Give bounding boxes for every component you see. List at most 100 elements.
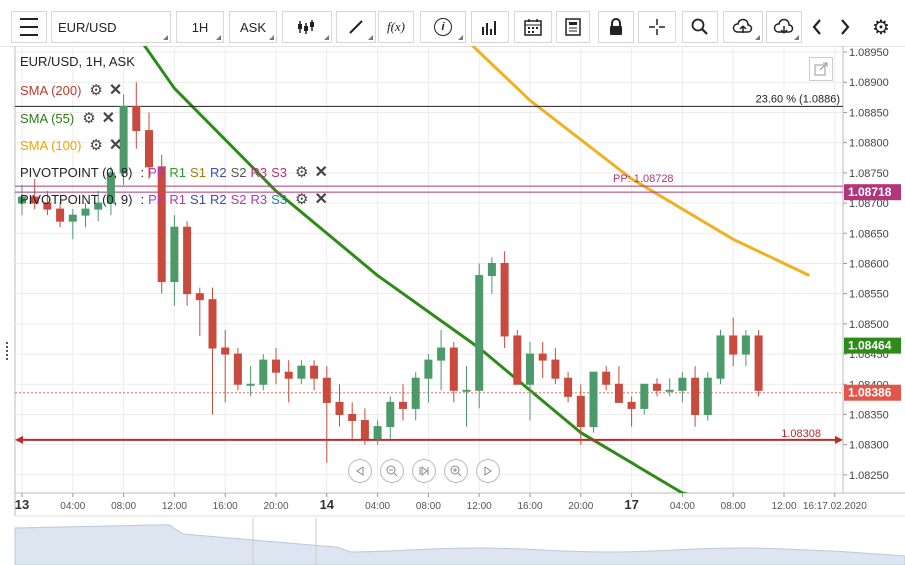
function-button[interactable]: f(x) [378, 11, 414, 43]
gear-icon[interactable]: ⚙ [82, 110, 96, 127]
next-button[interactable] [831, 11, 859, 43]
x-tick-label: 04:00 [365, 501, 390, 512]
settings-icon: ⚙ [872, 16, 890, 39]
close-icon[interactable]: ✕ [108, 137, 123, 154]
pivot1-r3: R3 [250, 164, 268, 180]
candle-body [513, 335, 522, 385]
menu-icon-line [20, 34, 38, 36]
info-icon: i [434, 18, 452, 36]
info-button[interactable]: i [420, 11, 466, 43]
chart-header: EUR/USD, 1H, ASK [20, 54, 135, 69]
candle-body [424, 359, 433, 379]
support-arrow-right [835, 435, 843, 444]
gear-icon[interactable]: ⚙ [295, 164, 309, 181]
draw-icon [349, 20, 363, 34]
zoom-in-button[interactable] [444, 459, 468, 483]
pp-price-tag: 1.08718 [848, 185, 892, 199]
y-tick-label: 1.08350 [849, 409, 889, 421]
timeframe-select[interactable]: 1H [176, 11, 224, 43]
download-button[interactable] [766, 11, 802, 43]
candle-body [551, 359, 560, 379]
close-icon[interactable]: ✕ [314, 164, 328, 181]
candle-body [640, 383, 649, 409]
candle-body [81, 208, 90, 216]
next-icon [841, 19, 850, 35]
candle-body [449, 347, 458, 391]
menu-button[interactable] [11, 11, 47, 43]
pivot2-s1: S1 [190, 191, 206, 207]
scroll-left-button[interactable] [348, 459, 372, 483]
zoom-out-button[interactable] [380, 459, 404, 483]
indicators-button[interactable] [471, 11, 509, 43]
download-icon [773, 18, 794, 34]
pp-price-tag-bg [844, 184, 901, 201]
calendar-icon [524, 19, 542, 36]
menu-icon [20, 18, 38, 20]
x-tick-label: 12:00 [162, 501, 187, 512]
report-icon [565, 18, 581, 36]
y-tick-label: 1.08550 [849, 289, 889, 301]
y-tick-label: 1.08250 [849, 470, 889, 482]
candle-body [602, 371, 611, 385]
upload-icon [732, 18, 753, 33]
gear-icon[interactable]: ⚙ [89, 137, 103, 154]
candle-body [729, 335, 738, 355]
close-icon[interactable]: ✕ [108, 82, 123, 99]
function-icon: f(x) [386, 19, 406, 34]
x-tick-label: 13 [15, 497, 29, 512]
candle-body [145, 130, 153, 168]
candle-body [653, 383, 661, 391]
candle-body [68, 214, 77, 222]
y-tick-label: 1.08850 [849, 107, 889, 119]
pivot2-r1: R1 [169, 191, 187, 207]
current-price-tag: 1.08386 [848, 386, 892, 400]
resize-handle[interactable] [6, 342, 12, 360]
sma55-label: SMA (55) [20, 110, 75, 126]
x-tick-label: 04:00 [670, 501, 695, 512]
y-tick-label: 1.08300 [849, 440, 889, 452]
scroll-right-button[interactable] [476, 459, 500, 483]
candle-body [526, 353, 534, 385]
legend-sma55: SMA (55) ⚙ ✕ [20, 108, 115, 128]
x-tick-label: 08:00 [721, 501, 746, 512]
x-tick-label: 16:17.02.2020 [803, 501, 867, 512]
lock-button[interactable] [598, 11, 634, 43]
report-button[interactable] [556, 11, 590, 43]
legend-pivot-2: PIVOTPOINT (0, 9) : PP R1 S1 R2 S2 R3 S3… [20, 189, 328, 209]
close-icon[interactable]: ✕ [101, 110, 116, 127]
price-chart[interactable]: 23.60 % (1.0886) PP: 1.08728 1.08308 1.082… [0, 46, 905, 565]
crosshair-icon [649, 19, 665, 35]
symbol-select[interactable]: EUR/USD [51, 11, 171, 43]
candle-body [195, 293, 204, 301]
y-tick-label: 1.08750 [849, 168, 889, 180]
settings-button[interactable]: ⚙ [866, 11, 896, 43]
x-tick-label: 08:00 [111, 501, 136, 512]
zoom-button[interactable] [682, 11, 718, 43]
price-type-select[interactable]: ASK [229, 11, 277, 43]
candle-body [157, 166, 166, 283]
candle-body [259, 359, 268, 385]
draw-tools-button[interactable] [336, 11, 376, 43]
candle-body [386, 401, 395, 428]
reset-zoom-button[interactable] [412, 459, 436, 483]
calendar-button[interactable] [514, 11, 552, 43]
chart-type-button[interactable] [282, 11, 332, 43]
candle-body [170, 226, 179, 283]
chart-area[interactable]: 23.60 % (1.0886) PP: 1.08728 1.08308 1.082… [0, 46, 905, 565]
sma200-label: SMA (200) [20, 82, 82, 98]
upload-button[interactable] [723, 11, 763, 43]
prev-icon [812, 19, 821, 35]
toolbar: EUR/USD 1H ASK f(x) i [0, 0, 905, 47]
candle-body [246, 383, 255, 386]
close-icon[interactable]: ✕ [314, 191, 328, 208]
prev-button[interactable] [803, 11, 831, 43]
crosshair-button[interactable] [638, 11, 676, 43]
candle-body [284, 371, 293, 379]
candle-body [487, 262, 496, 277]
candle-body [462, 389, 471, 392]
candle-body [665, 389, 674, 392]
gear-icon[interactable]: ⚙ [295, 191, 309, 208]
gear-icon[interactable]: ⚙ [89, 82, 103, 99]
fullscreen-button[interactable] [809, 57, 833, 81]
candle-body [691, 377, 700, 415]
